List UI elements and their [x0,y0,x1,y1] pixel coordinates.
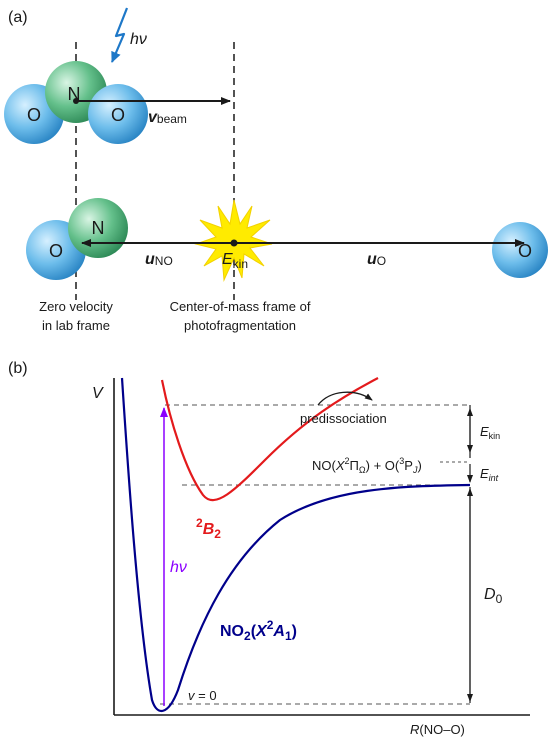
oxygen-right-label: O [111,105,125,125]
caption-com-line2: photofragmentation [184,318,296,333]
u-o-label: uO [367,251,386,268]
v-beam-origin-dot [73,98,79,104]
caption-zero-velocity-line2: in lab frame [42,318,110,333]
o-fragment-atom [492,222,548,278]
no2-molecule: O N O [4,61,148,144]
lightning-bolt-icon [110,7,129,63]
ground-state-label: NO2(X2A1) [220,618,297,643]
asymptote-label: NO(X2ΠΩ) + O(3PJ) [312,456,422,475]
no-fragment: O N [26,198,128,280]
d0-label: D0 [484,586,503,606]
panel-b-label: (b) [8,360,28,377]
excited-state-curve [160,377,379,502]
e-kin-label-a: Ekin [222,251,248,271]
e-int-label: Eint [480,466,499,483]
no-oxygen-label: O [49,241,63,261]
predissociation-label: predissociation [300,411,387,426]
no-nitrogen-label: N [92,218,105,238]
x-axis-label: R(NO–O) [410,722,465,737]
photon-label-a: hν [130,31,147,48]
com-origin-dot [230,239,238,247]
oxygen-left-label: O [27,105,41,125]
photon-label-b: hν [170,559,187,576]
panel-a-label: (a) [8,9,28,26]
v0-label: v = 0 [188,688,217,703]
ground-state-curve [120,377,471,712]
e-kin-label-b: Ekin [480,424,500,441]
oxygen-atom-right [88,84,148,144]
v-beam-label: vbeam [148,109,187,126]
predissociation-arrow [317,391,373,406]
excited-state-label: 2B2 [196,516,221,541]
caption-com-line1: Center-of-mass frame of [170,299,311,314]
u-no-label: uNO [145,251,173,268]
caption-zero-velocity-line1: Zero velocity [39,299,113,314]
y-axis-label: V [92,385,104,402]
